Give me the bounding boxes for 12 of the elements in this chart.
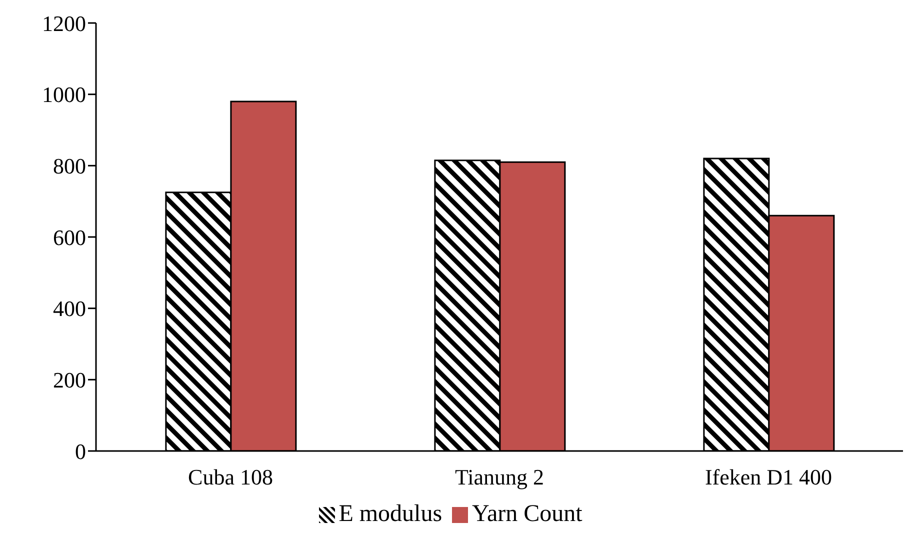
y-tick-label: 600	[53, 224, 86, 250]
x-tick-label: Ifeken D1 400	[704, 464, 832, 490]
y-tick-label: 400	[53, 296, 86, 322]
y-tick-label: 800	[53, 153, 86, 178]
y-tick-label: 0	[75, 438, 86, 464]
x-tick-label: Tianung 2	[454, 464, 544, 490]
y-tick-label: 1200	[42, 10, 86, 36]
y-tick-label: 1000	[42, 82, 86, 108]
legend-label: E modulus	[338, 501, 442, 527]
y-tick-label: 200	[53, 367, 86, 392]
x-tick-label: Cuba 108	[188, 464, 273, 490]
legend-label: Yarn Count	[472, 501, 582, 527]
